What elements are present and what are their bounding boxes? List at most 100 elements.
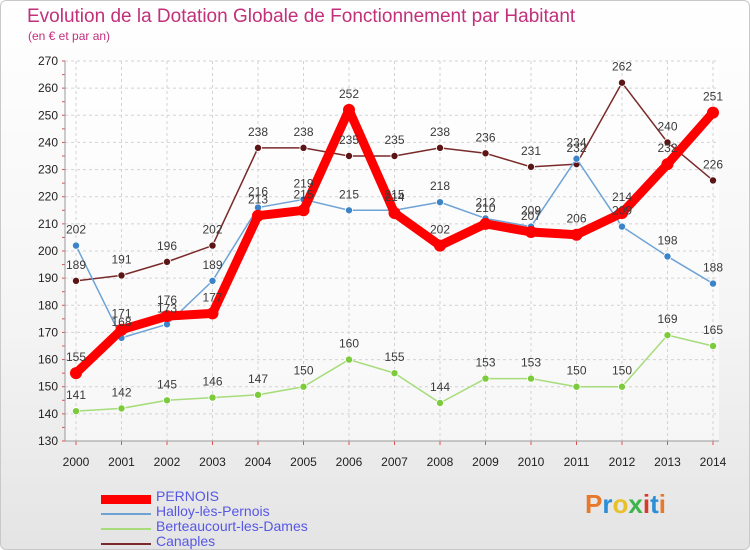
data-label-halloy-l-s-pernois: 215 bbox=[339, 187, 359, 201]
data-label-berteaucourt-les-dames: 160 bbox=[339, 337, 359, 351]
legend-label: Canaples bbox=[156, 533, 216, 549]
data-label-pernois: 252 bbox=[339, 87, 359, 101]
data-point-berteaucourt-les-dames bbox=[208, 393, 217, 402]
logo-letter: t bbox=[650, 489, 659, 519]
data-label-pernois: 215 bbox=[293, 187, 313, 201]
data-label-canaples: 238 bbox=[293, 125, 313, 139]
data-point-berteaucourt-les-dames bbox=[117, 404, 126, 413]
data-point-pernois bbox=[616, 207, 628, 219]
legend-swatch bbox=[101, 528, 151, 530]
data-label-pernois: 155 bbox=[66, 350, 86, 364]
data-point-pernois bbox=[161, 310, 173, 323]
data-point-berteaucourt-les-dames bbox=[253, 390, 262, 399]
chart-subtitle: (en € et par an) bbox=[28, 29, 111, 43]
data-label-pernois: 214 bbox=[612, 190, 632, 204]
data-label-pernois: 210 bbox=[475, 201, 495, 215]
data-point-pernois bbox=[661, 158, 674, 171]
legend-swatch bbox=[101, 513, 151, 515]
data-point-canaples bbox=[344, 151, 353, 160]
data-label-pernois: 251 bbox=[703, 90, 723, 104]
legend-label: Halloy-lès-Pernois bbox=[156, 503, 270, 519]
data-label-halloy-l-s-pernois: 215 bbox=[384, 187, 404, 201]
data-point-canaples bbox=[253, 143, 262, 152]
data-point-canaples bbox=[481, 149, 490, 158]
data-label-halloy-l-s-pernois: 218 bbox=[430, 179, 450, 193]
x-tick-label: 2003 bbox=[199, 455, 226, 469]
y-tick-label: 220 bbox=[38, 190, 58, 204]
legend-label: Berteaucourt-les-Dames bbox=[156, 518, 308, 534]
data-point-pernois bbox=[388, 207, 401, 219]
legend-swatch bbox=[101, 543, 151, 545]
chart-title: Evolution de la Dotation Globale de Fonc… bbox=[27, 6, 576, 27]
data-label-canaples: 238 bbox=[430, 125, 450, 139]
x-tick-label: 2008 bbox=[427, 455, 454, 469]
data-label-berteaucourt-les-dames: 165 bbox=[703, 323, 723, 337]
data-point-canaples bbox=[117, 271, 126, 280]
data-label-halloy-l-s-pernois: 198 bbox=[657, 233, 677, 247]
data-point-halloy-l-s-pernois bbox=[208, 276, 217, 285]
y-tick-label: 130 bbox=[38, 434, 58, 448]
data-point-canaples bbox=[663, 138, 672, 147]
data-point-berteaucourt-les-dames bbox=[72, 407, 81, 416]
data-label-pernois: 171 bbox=[111, 307, 131, 321]
data-point-pernois bbox=[525, 226, 537, 238]
data-point-canaples bbox=[435, 143, 444, 152]
data-label-halloy-l-s-pernois: 212 bbox=[475, 195, 495, 209]
data-label-berteaucourt-les-dames: 155 bbox=[384, 350, 404, 364]
data-label-canaples: 235 bbox=[339, 133, 359, 147]
data-label-canaples: 240 bbox=[657, 119, 677, 133]
data-point-pernois bbox=[115, 323, 128, 336]
data-label-pernois: 213 bbox=[248, 193, 268, 207]
y-tick-label: 240 bbox=[38, 135, 58, 149]
data-point-berteaucourt-les-dames bbox=[390, 369, 399, 378]
data-label-halloy-l-s-pernois: 209 bbox=[521, 204, 541, 218]
y-tick-label: 140 bbox=[38, 407, 58, 421]
data-label-canaples: 189 bbox=[66, 258, 86, 272]
data-label-canaples: 236 bbox=[475, 130, 495, 144]
data-point-canaples bbox=[618, 78, 627, 87]
data-label-berteaucourt-les-dames: 150 bbox=[293, 364, 313, 378]
data-label-berteaucourt-les-dames: 142 bbox=[111, 385, 131, 399]
data-label-pernois: 176 bbox=[157, 293, 177, 307]
x-tick-label: 2000 bbox=[63, 455, 90, 469]
logo-letter: P bbox=[585, 489, 603, 519]
data-label-berteaucourt-les-dames: 147 bbox=[248, 372, 268, 386]
data-label-halloy-l-s-pernois: 173 bbox=[157, 301, 177, 315]
data-point-canaples bbox=[390, 151, 399, 160]
x-tick-label: 2014 bbox=[700, 455, 727, 469]
data-point-halloy-l-s-pernois bbox=[344, 206, 353, 215]
data-label-canaples: 235 bbox=[384, 133, 404, 147]
data-point-berteaucourt-les-dames bbox=[299, 382, 308, 391]
data-label-canaples: 191 bbox=[111, 252, 131, 266]
data-label-canaples: 202 bbox=[202, 223, 222, 237]
legend-swatch bbox=[101, 494, 151, 504]
data-point-canaples bbox=[162, 257, 171, 266]
y-tick-label: 160 bbox=[38, 353, 58, 367]
data-point-berteaucourt-les-dames bbox=[709, 341, 718, 350]
data-label-pernois: 232 bbox=[657, 141, 677, 155]
y-tick-label: 270 bbox=[38, 54, 58, 68]
data-label-pernois: 214 bbox=[384, 190, 404, 204]
data-point-pernois bbox=[570, 228, 583, 241]
y-tick-label: 230 bbox=[38, 163, 58, 177]
x-tick-label: 2012 bbox=[609, 455, 636, 469]
data-label-berteaucourt-les-dames: 169 bbox=[657, 312, 677, 326]
data-label-canaples: 232 bbox=[566, 141, 586, 155]
data-label-halloy-l-s-pernois: 202 bbox=[66, 223, 86, 237]
data-point-halloy-l-s-pernois bbox=[663, 252, 672, 261]
data-point-berteaucourt-les-dames bbox=[481, 374, 490, 383]
data-label-canaples: 238 bbox=[248, 125, 268, 139]
data-label-berteaucourt-les-dames: 146 bbox=[202, 375, 222, 389]
data-point-halloy-l-s-pernois bbox=[435, 198, 444, 207]
x-tick-label: 2001 bbox=[108, 455, 135, 469]
logo-letter: x bbox=[628, 489, 643, 519]
y-tick-label: 170 bbox=[38, 325, 58, 339]
data-point-halloy-l-s-pernois bbox=[72, 241, 81, 250]
data-label-berteaucourt-les-dames: 144 bbox=[430, 380, 450, 394]
data-label-berteaucourt-les-dames: 153 bbox=[521, 356, 541, 370]
data-point-halloy-l-s-pernois bbox=[572, 154, 581, 163]
x-tick-label: 2009 bbox=[472, 455, 499, 469]
logo-letter: i bbox=[642, 489, 651, 519]
data-point-pernois bbox=[206, 307, 219, 320]
